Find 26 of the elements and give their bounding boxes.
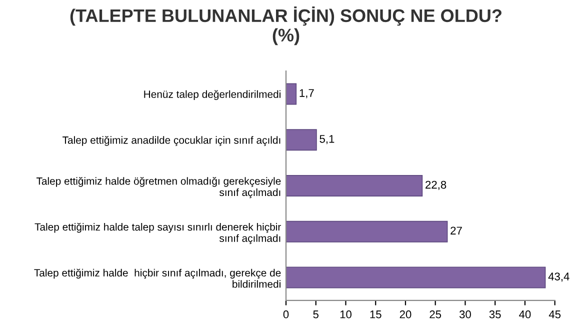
y-tick-label: Talep ettiğimiz halde talep sayısı sınırlı denerek hiçbir sınıf açılmadı: [34, 222, 281, 244]
data-label: 5,1: [320, 135, 334, 144]
x-tick-label: 40: [519, 310, 531, 318]
bar: [286, 174, 423, 196]
data-label: 27: [450, 226, 462, 234]
y-tick-label: Henüz talep değerlendirilmedi: [144, 90, 280, 100]
chart-title: (TALEPTE BULUNANLAR İÇİN) SONUÇ NE OLDU? (%): [70, 6, 502, 46]
bar: [286, 220, 448, 242]
x-tick-label: 35: [489, 310, 501, 318]
x-tick-label: 5: [313, 310, 318, 318]
bar: [286, 129, 317, 151]
x-tick-label: 0: [283, 310, 289, 318]
data-label: 43,4: [548, 272, 570, 282]
x-tick-label: 45: [548, 310, 561, 318]
bar: [286, 83, 297, 105]
x-tick-label: 15: [370, 310, 382, 318]
x-tick-label: 30: [459, 310, 471, 318]
bar: [286, 266, 546, 288]
x-tick-label: 20: [400, 310, 412, 318]
x-tick-label: 10: [340, 310, 352, 318]
data-label: 1,7: [300, 89, 314, 98]
x-tick-label: 25: [430, 310, 442, 318]
y-tick-label: Talep ettiğimiz anadilde çocuklar için sınıf açıldı: [62, 136, 280, 146]
y-tick-label: Talep ettiğimiz halde öğretmen olmadığı gerekçesiyle sınıf açılmadı: [36, 177, 281, 198]
y-tick-label: Talep ettiğimiz halde hiçbir sınıf açılmadı, gerekçe de bildirilmedi: [34, 268, 281, 288]
data-label: 22,8: [426, 180, 446, 190]
